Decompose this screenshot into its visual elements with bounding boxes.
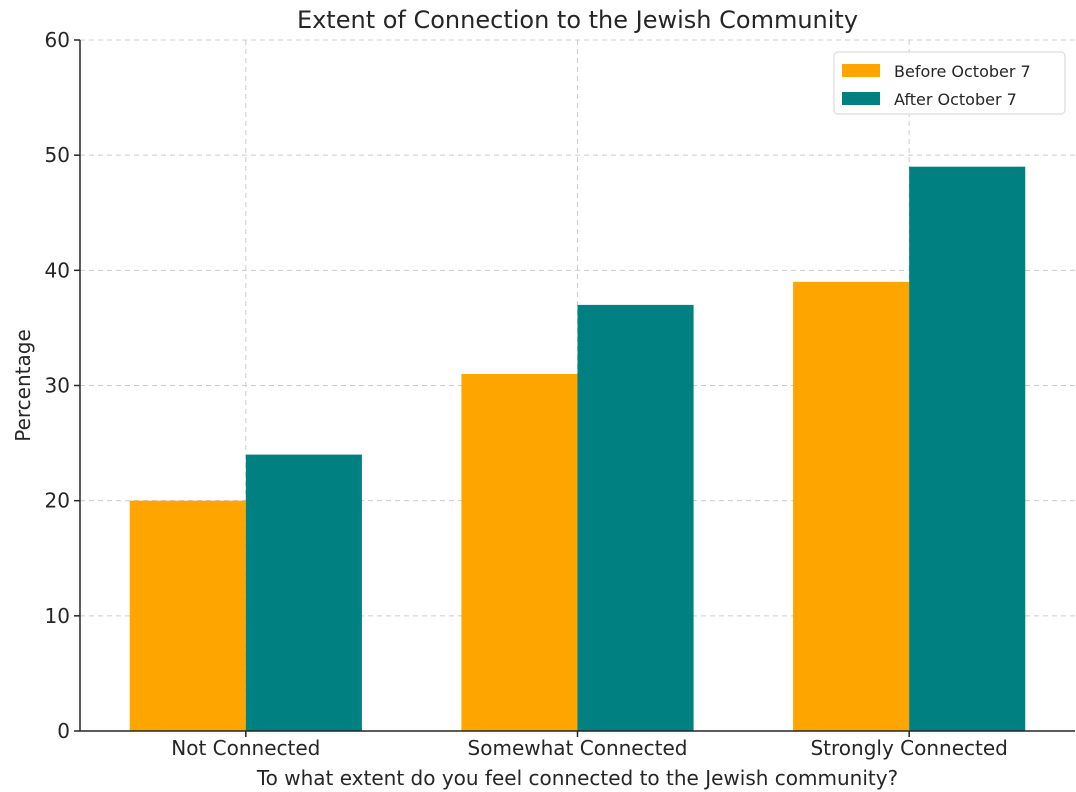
y-tick-label: 40 (45, 258, 70, 282)
bar (577, 304, 694, 731)
y-tick-label: 30 (45, 374, 70, 398)
bar (129, 500, 246, 731)
x-tick-label: Somewhat Connected (468, 736, 688, 760)
legend-swatch (842, 64, 880, 77)
legend-label: After October 7 (894, 90, 1017, 109)
legend-label: Before October 7 (894, 62, 1031, 81)
x-tick-label: Not Connected (171, 736, 320, 760)
chart-title: Extent of Connection to the Jewish Commu… (297, 6, 858, 34)
bar (909, 166, 1026, 731)
legend-box (833, 51, 1066, 115)
y-ticks: 0 10 20 30 40 50 60 (45, 28, 80, 743)
bars (129, 166, 1026, 731)
x-tick-label: Strongly Connected (810, 736, 1007, 760)
bar (461, 373, 578, 731)
y-tick-label: 10 (45, 604, 70, 628)
y-tick-label: 20 (45, 489, 70, 513)
legend: Before October 7 After October 7 (833, 51, 1066, 115)
x-axis-label: To what extent do you feel connected to … (256, 766, 898, 790)
legend-swatch (842, 92, 880, 105)
y-tick-label: 60 (45, 28, 70, 52)
x-ticks: Not Connected Somewhat Connected Strongly … (171, 731, 1008, 760)
bar (245, 454, 362, 731)
y-axis-label: Percentage (11, 329, 35, 442)
y-tick-label: 0 (57, 719, 70, 743)
bar (793, 281, 910, 731)
y-tick-label: 50 (45, 143, 70, 167)
